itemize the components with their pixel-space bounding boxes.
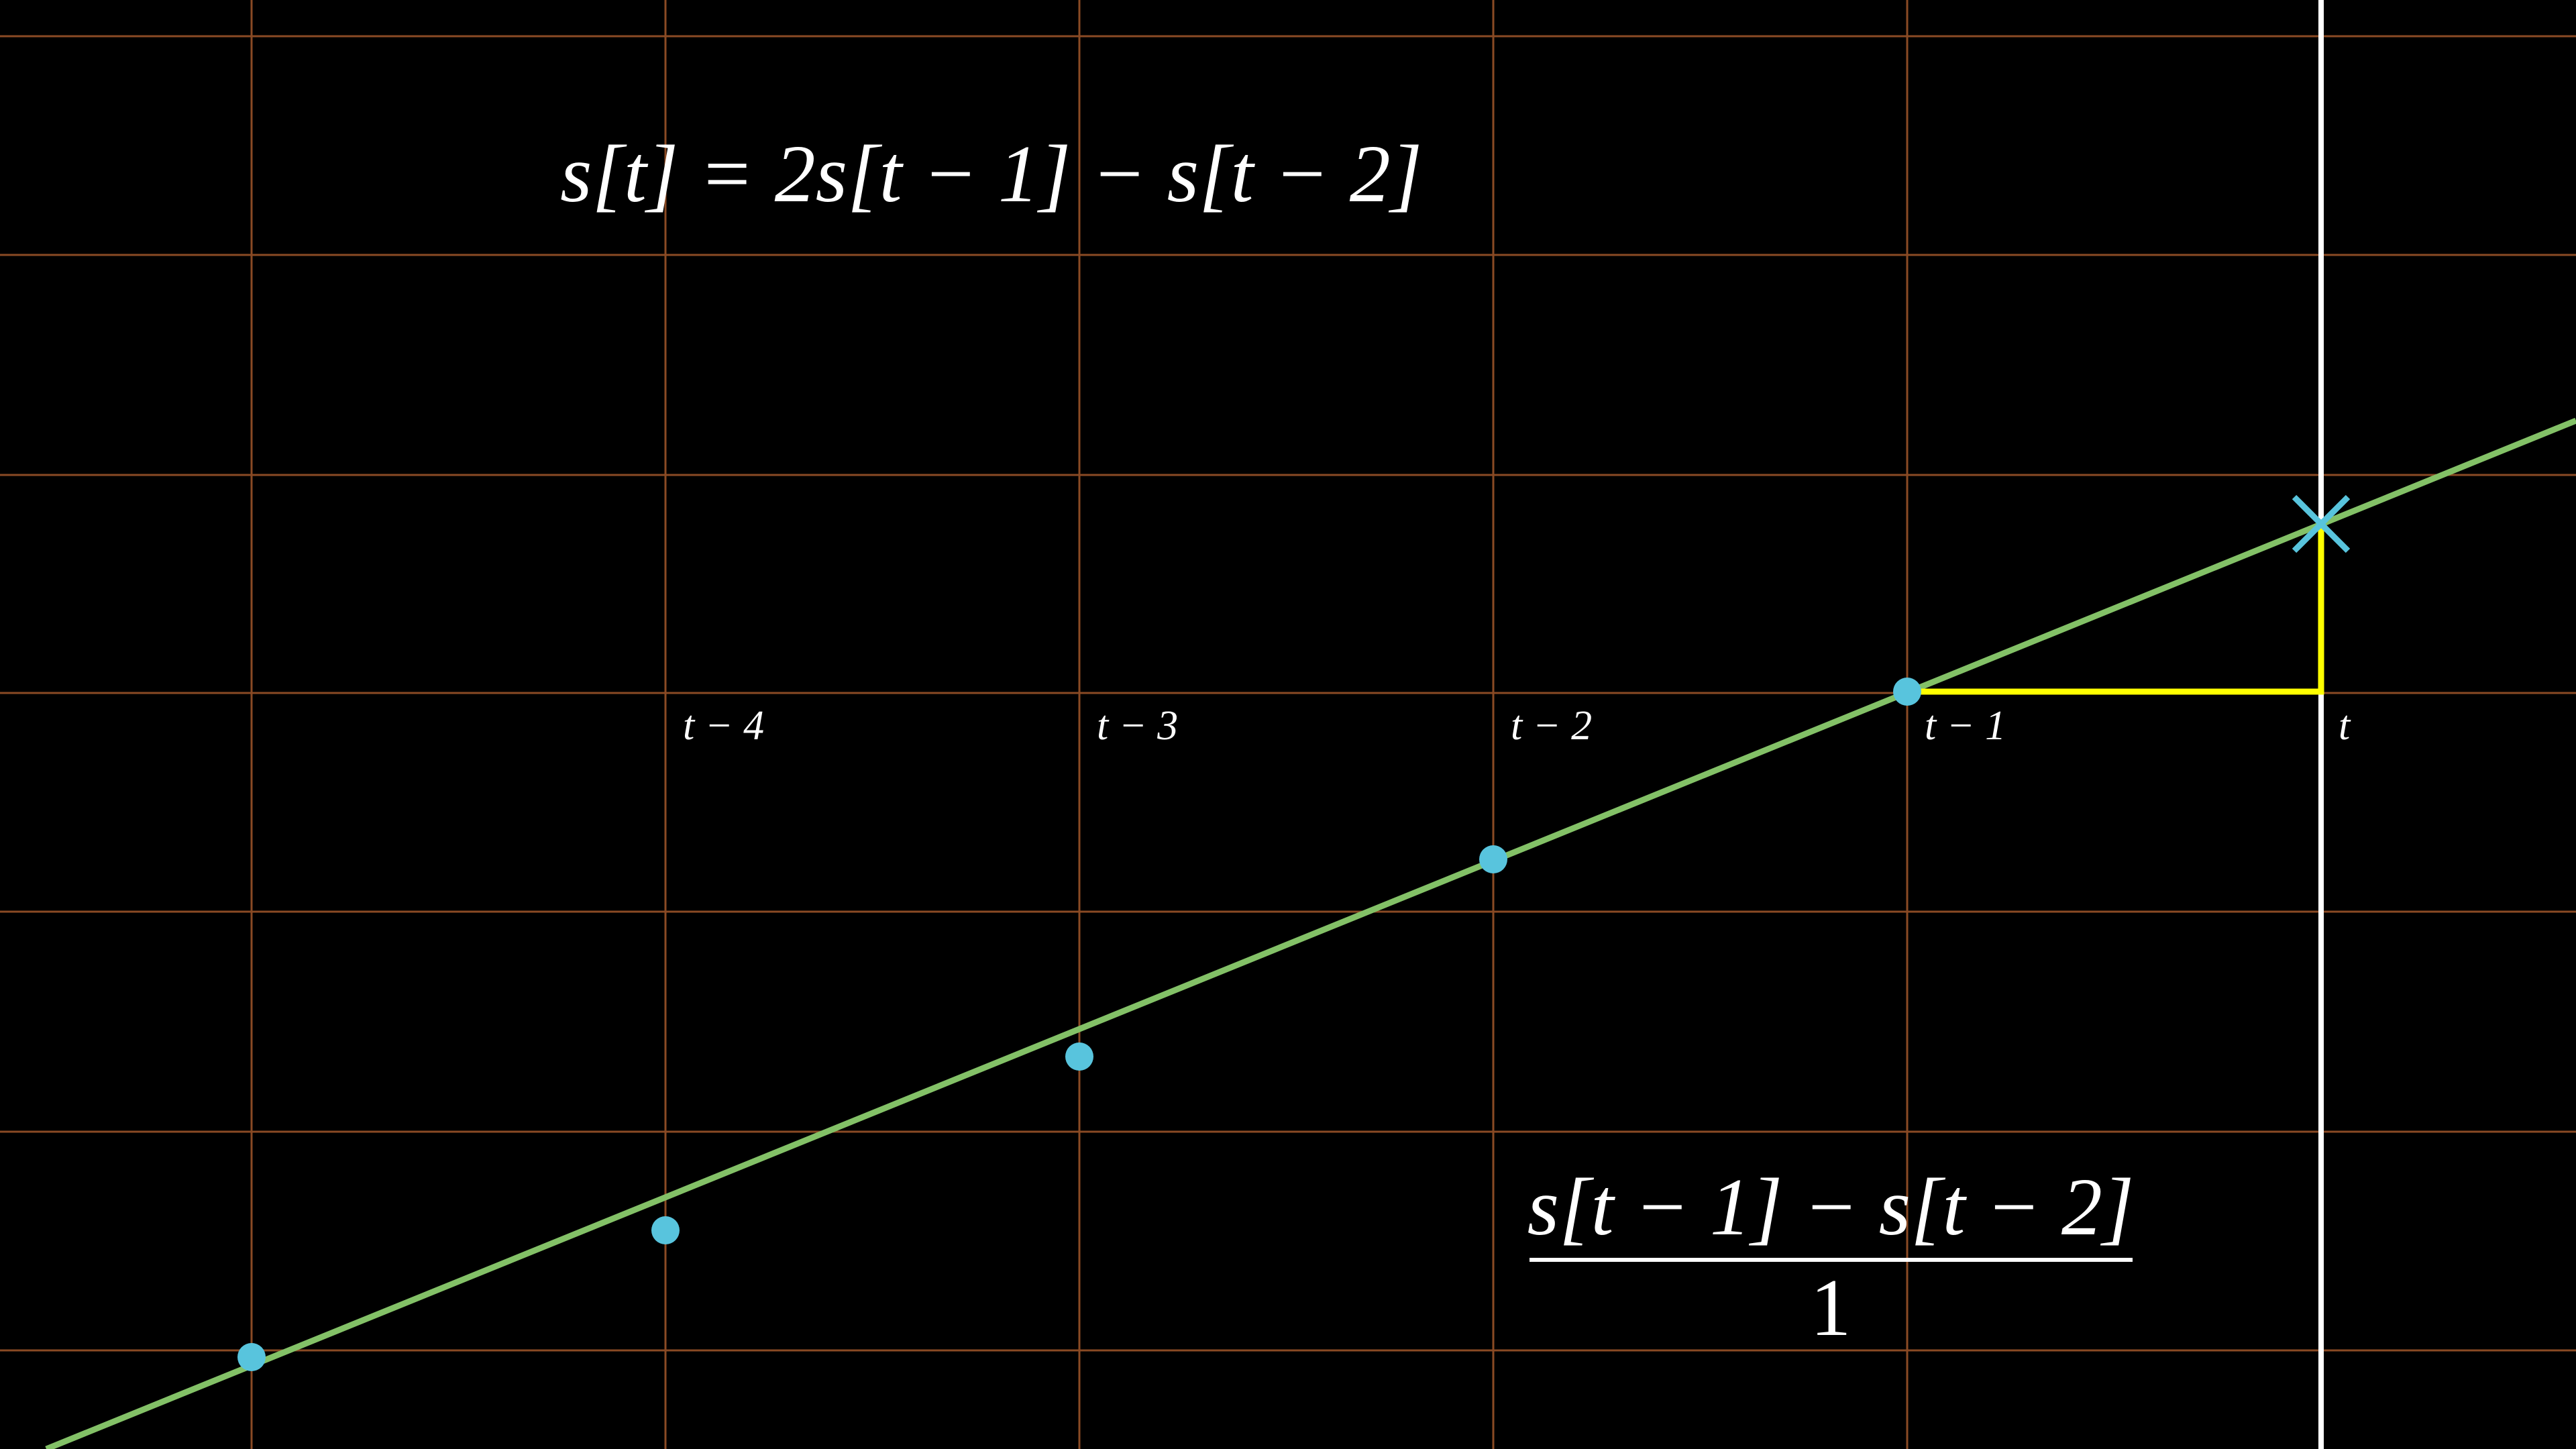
time-label: t − 4 [683,703,764,749]
time-label: t [2339,703,2351,749]
sample-point [1893,678,1921,706]
sample-point [237,1343,266,1371]
slope-triangle [1907,524,2324,695]
fraction-denominator: 1 [1811,1263,1851,1353]
fraction-numerator: s[t − 1] − s[t − 2] [1527,1162,2135,1252]
time-label: t − 2 [1511,703,1592,749]
time-label: t − 1 [1925,703,2006,749]
prediction-marker [2292,494,2351,553]
recurrence-equation: s[t] = 2s[t − 1] − s[t − 2] [560,129,1422,219]
sample-point [1479,845,1507,873]
marker-stroke [2292,494,2351,553]
trend-line [45,417,2576,1449]
sample-point [651,1216,680,1244]
sample-point [1065,1042,1093,1071]
samples [237,678,1921,1371]
time-label: t − 3 [1097,703,1178,749]
